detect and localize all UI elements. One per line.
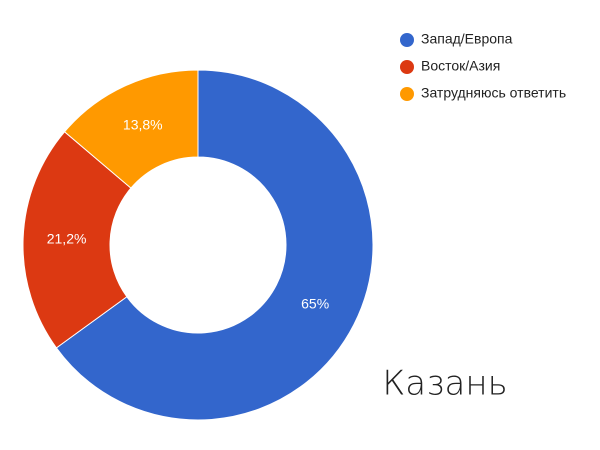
slice — [22, 131, 132, 349]
legend-label: Затрудняюсь ответить — [421, 85, 566, 101]
legend-label: Запад/Европа — [421, 31, 513, 47]
value-label: 21,2% — [47, 231, 87, 247]
value-label: 65% — [301, 295, 329, 311]
legend-marker — [400, 33, 414, 47]
legend-marker — [400, 87, 414, 101]
legend-label: Восток/Азия — [421, 58, 500, 74]
slice — [63, 69, 199, 189]
chart-title: Казань — [382, 364, 507, 404]
legend-marker — [400, 60, 414, 74]
value-label: 13,8% — [123, 116, 163, 132]
slice — [55, 69, 374, 421]
